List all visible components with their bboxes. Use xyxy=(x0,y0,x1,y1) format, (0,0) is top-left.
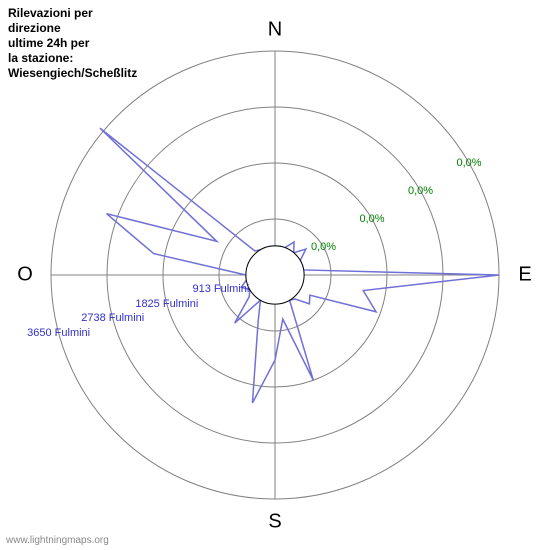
ring-label-lower: 1825 Fulmini xyxy=(135,298,198,310)
ring-label-lower: 2738 Fulmini xyxy=(81,312,144,324)
cardinal-o: O xyxy=(17,264,33,287)
ring-label-lower: 3650 Fulmini xyxy=(27,327,90,339)
ring-label-upper: 0,0% xyxy=(408,185,433,197)
ring-label-lower: 913 Fulmini xyxy=(192,283,249,295)
chart-title: Rilevazioni per direzione ultime 24h per… xyxy=(8,6,137,81)
title-line-1: direzione xyxy=(8,21,61,35)
cardinal-n: N xyxy=(268,19,282,42)
chart-stage: Rilevazioni per direzione ultime 24h per… xyxy=(0,0,550,550)
title-line-2: ultime 24h per xyxy=(8,36,89,50)
cardinal-s: S xyxy=(268,511,281,534)
ring-label-upper: 0,0% xyxy=(359,213,384,225)
title-line-3: la stazione: xyxy=(8,51,73,65)
title-line-0: Rilevazioni per xyxy=(8,6,93,20)
center-hole xyxy=(246,246,304,304)
cardinal-e: E xyxy=(518,264,531,287)
ring-label-upper: 0,0% xyxy=(456,157,481,169)
polar-chart-svg xyxy=(0,0,550,550)
title-line-4: Wiesengiech/Scheßlitz xyxy=(8,66,137,80)
ring-label-upper: 0,0% xyxy=(311,241,336,253)
footer-attribution: www.lightningmaps.org xyxy=(6,535,109,546)
